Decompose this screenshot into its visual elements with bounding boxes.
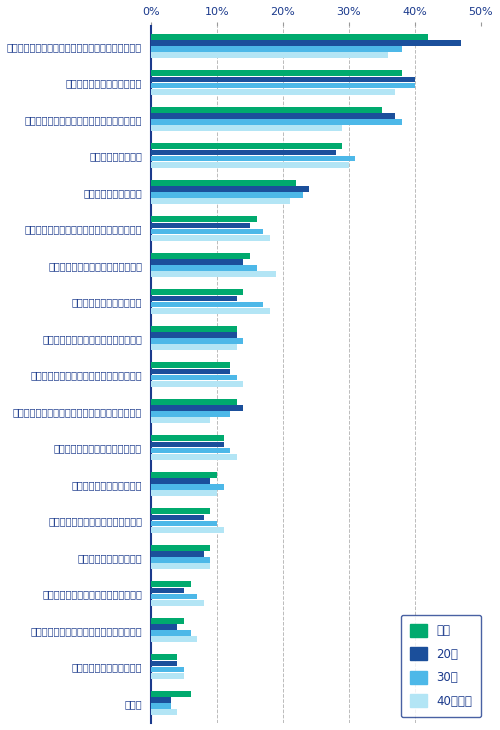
Bar <box>151 362 230 368</box>
Bar <box>151 710 178 715</box>
Bar <box>151 405 244 411</box>
Bar <box>151 186 310 192</box>
Bar <box>151 442 224 447</box>
Bar <box>151 40 461 46</box>
Bar <box>151 637 197 642</box>
Bar <box>151 515 204 520</box>
Bar <box>151 296 237 301</box>
Bar <box>151 588 184 593</box>
Bar <box>151 77 415 82</box>
Bar <box>151 46 402 52</box>
Bar <box>151 308 270 314</box>
Bar <box>151 126 342 131</box>
Bar <box>151 150 336 155</box>
Bar <box>151 143 342 149</box>
Bar <box>151 600 204 606</box>
Bar <box>151 381 244 387</box>
Bar <box>151 557 210 563</box>
Bar <box>151 374 237 380</box>
Bar <box>151 53 388 58</box>
Bar <box>151 326 237 331</box>
Bar <box>151 338 244 344</box>
Bar <box>151 551 204 557</box>
Bar <box>151 581 190 587</box>
Bar <box>151 630 190 636</box>
Bar <box>151 661 178 666</box>
Bar <box>151 435 224 441</box>
Bar <box>151 508 210 514</box>
Bar <box>151 216 256 222</box>
Bar <box>151 369 230 374</box>
Bar <box>151 223 250 228</box>
Bar <box>151 697 171 703</box>
Bar <box>151 89 395 95</box>
Bar <box>151 618 184 623</box>
Bar <box>151 228 263 234</box>
Bar <box>151 545 210 550</box>
Bar <box>151 418 210 423</box>
Bar <box>151 691 190 696</box>
Bar <box>151 235 270 241</box>
Bar <box>151 107 382 112</box>
Bar <box>151 70 402 76</box>
Bar <box>151 484 224 490</box>
Bar <box>151 673 184 679</box>
Bar <box>151 447 230 453</box>
Bar <box>151 527 224 533</box>
Bar <box>151 411 230 417</box>
Bar <box>151 478 210 484</box>
Bar <box>151 399 237 404</box>
Bar <box>151 253 250 258</box>
Bar <box>151 199 290 204</box>
Bar <box>151 491 217 496</box>
Bar <box>151 113 395 119</box>
Bar <box>151 192 302 198</box>
Bar <box>151 162 349 168</box>
Legend: 全体, 20代, 30代, 40代以上: 全体, 20代, 30代, 40代以上 <box>400 615 481 717</box>
Bar <box>151 666 184 672</box>
Bar <box>151 624 178 630</box>
Bar <box>151 119 402 125</box>
Bar <box>151 654 178 660</box>
Bar <box>151 454 237 460</box>
Bar <box>151 155 356 161</box>
Bar <box>151 272 276 277</box>
Bar <box>151 703 171 709</box>
Bar <box>151 472 217 477</box>
Bar <box>151 82 415 88</box>
Bar <box>151 332 237 338</box>
Bar <box>151 34 428 39</box>
Bar <box>151 265 256 271</box>
Bar <box>151 520 217 526</box>
Bar <box>151 301 263 307</box>
Bar <box>151 345 237 350</box>
Bar <box>151 289 244 295</box>
Bar <box>151 564 210 569</box>
Bar <box>151 259 244 265</box>
Bar <box>151 180 296 185</box>
Bar <box>151 593 197 599</box>
